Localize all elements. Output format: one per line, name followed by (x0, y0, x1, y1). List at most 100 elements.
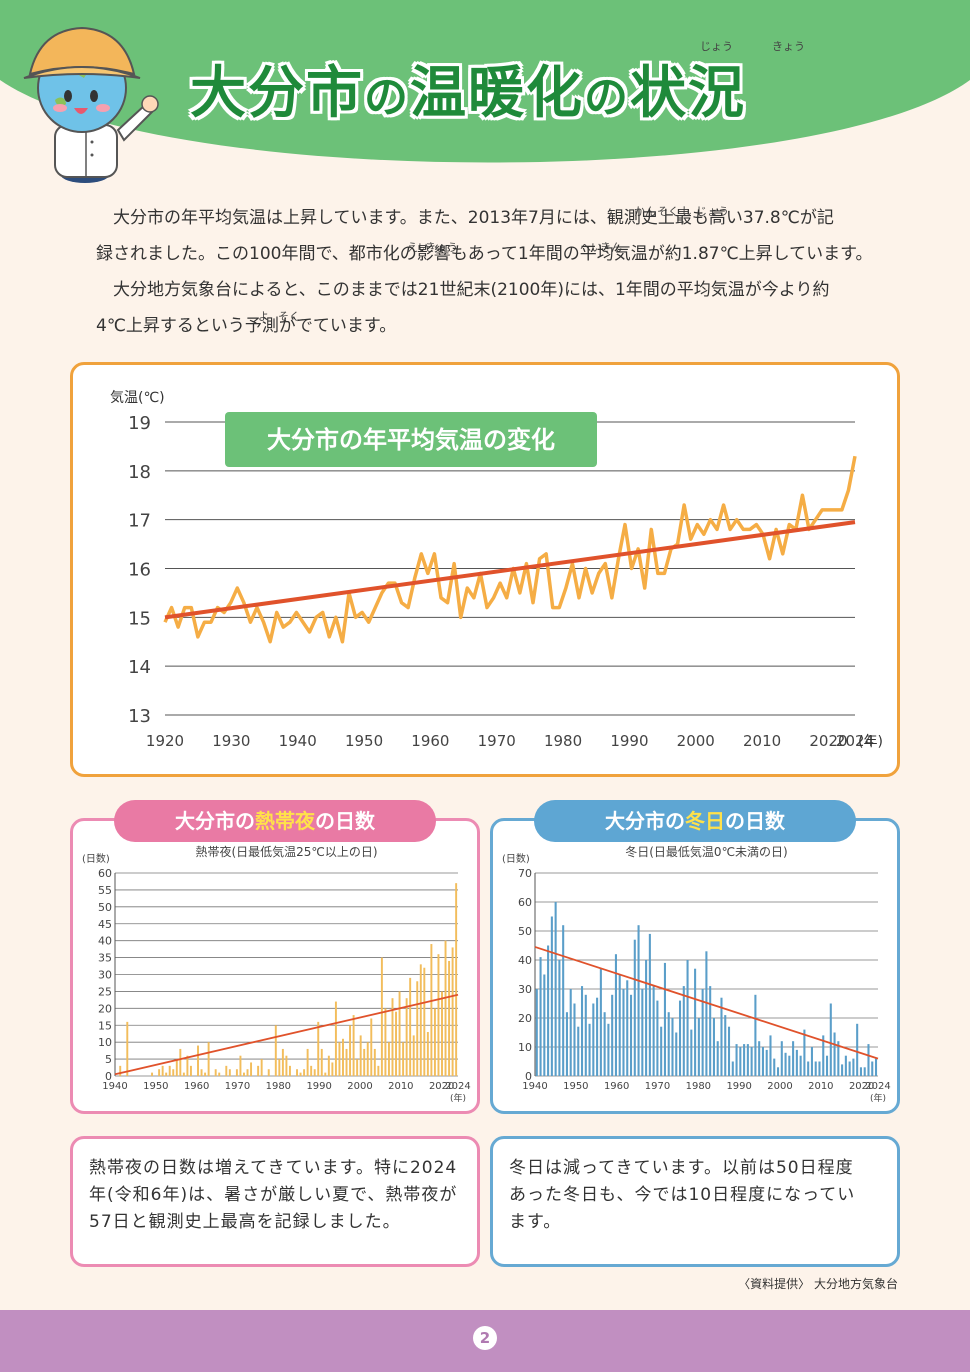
temp-x-tick-label: 1930 (212, 732, 250, 750)
pink-note-text: 熱帯夜の日数は増えてきています。特に2024 年(令和6年)は、暑さが厳しい夏で… (89, 1155, 457, 1236)
tropical-bar (380, 957, 383, 1076)
tropical-bar (288, 1065, 291, 1076)
winter-y-tick-label: 0 (525, 1070, 532, 1083)
winter-y-tick-label: 60 (518, 896, 532, 909)
temp-y-tick-label: 14 (128, 657, 151, 678)
pink-note-line-3: 57日と観測史上最高を記録しました。 (89, 1212, 401, 1232)
tropical-bar (218, 1072, 221, 1076)
tropical-bar (356, 1059, 359, 1076)
title-part-status: 状況 (630, 61, 746, 126)
tropical-bar (320, 1048, 323, 1076)
winter-bar (833, 1032, 836, 1076)
temp-y-tick-label: 15 (128, 608, 151, 629)
temp-x-tick-label: 1980 (544, 732, 582, 750)
tropical-bar (419, 964, 422, 1076)
winter-y-axis-label: (日数) (502, 852, 530, 865)
blue-note-line-2: あった冬日も、今では10日程度になってい (509, 1185, 856, 1205)
winter-bar (637, 925, 640, 1076)
temp-chart-title: 大分市の年平均気温の変化 (267, 426, 555, 454)
intro-line-1: 大分市の年平均気温は上昇しています。また、2013年7月には、観測史上最も高い3… (96, 200, 886, 236)
tropical-bar (274, 1025, 277, 1076)
tropical-bar (451, 947, 454, 1076)
tropical-bar (257, 1065, 260, 1076)
temp-x-tick-label: 1960 (411, 732, 449, 750)
tropical-bar (324, 1072, 327, 1076)
tropical-bar (299, 1072, 302, 1076)
winter-x-tick-label: 1960 (604, 1081, 629, 1092)
temp-y-tick-label: 17 (128, 511, 151, 532)
temp-y-axis-label: 気温(℃) (110, 390, 165, 406)
winter-bar (629, 994, 633, 1076)
winter-bar (852, 1058, 855, 1076)
tropical-bar (179, 1048, 182, 1076)
winter-y-tick-label: 50 (518, 925, 532, 938)
tropical-bar (250, 1062, 253, 1076)
winter-bar (795, 1049, 798, 1076)
blue-title-a: 大分市の (605, 809, 685, 833)
tropical-bar (334, 1001, 337, 1076)
data-source: 〈資料提供〉 大分地方気象台 (738, 1277, 898, 1291)
tropical-bar (398, 991, 401, 1076)
winter-bar (746, 1044, 749, 1076)
tropical-bar (126, 1021, 129, 1076)
tropical-bar (310, 1065, 313, 1076)
winter-y-tick-label: 10 (518, 1041, 532, 1054)
winter-bar (705, 951, 708, 1076)
title-part-warming: 温暖化 (410, 61, 584, 126)
ruby-kan: かん (634, 205, 656, 218)
winter-days-chart: 冬日(日最低気温0℃未満の日) (日数) 0 10 20 30 40 50 60 70 1940 19… (502, 844, 891, 1104)
winter-bar (743, 1044, 746, 1076)
winter-bar (573, 1003, 576, 1076)
tropical-x-tick-label: 2010 (388, 1081, 413, 1092)
mascot-illustration (23, 26, 159, 183)
pink-note-line-1: 熱帯夜の日数は増えてきています。特に2024 (89, 1158, 458, 1178)
tropical-bar (405, 998, 408, 1076)
title-ruby-jou: じょう (700, 40, 733, 53)
winter-bar (690, 1029, 693, 1076)
winter-x-tick-label: 1940 (522, 1081, 547, 1092)
blue-title-b: の日数 (725, 809, 785, 833)
tropical-bar (402, 1042, 405, 1076)
temp-x-tick-label: 1940 (279, 732, 317, 750)
winter-bar (761, 1047, 764, 1076)
pink-title-b: の日数 (315, 809, 375, 833)
tropical-bar (296, 1069, 298, 1076)
winter-bar (825, 1055, 829, 1076)
title-ruby-kyou: きょう (772, 40, 805, 53)
tropical-bar (175, 1059, 178, 1076)
winter-bar (841, 1064, 844, 1076)
tropical-y-tick-label: 10 (98, 1036, 112, 1049)
pink-title-a: 大分市の (175, 809, 255, 833)
title-particle-2: の (584, 72, 630, 123)
winter-days-title: 大分市の冬日の日数 (534, 800, 856, 842)
winter-bar (731, 1061, 734, 1076)
tropical-y-tick-label: 15 (98, 1019, 112, 1032)
winter-bar (788, 1055, 791, 1076)
tropical-bar (158, 1069, 161, 1076)
winter-bar (694, 968, 697, 1076)
winter-bar (652, 986, 655, 1076)
winter-x-tick-label: 2024 (865, 1081, 890, 1092)
ruby-soku2: そく (278, 310, 300, 323)
winter-bar (739, 1047, 742, 1076)
tropical-bar (349, 1025, 352, 1076)
tropical-bar (189, 1065, 192, 1076)
tropical-y-tick-label: 5 (105, 1053, 112, 1066)
tropical-y-tick-label: 60 (98, 867, 112, 880)
winter-bar (675, 1032, 678, 1076)
winter-x-tick-label: 2020 (849, 1081, 874, 1092)
intro-line-4: 4℃上昇するという予測がでています。 (96, 316, 397, 336)
winter-y-tick-label: 30 (518, 983, 532, 996)
tropical-bar (313, 1069, 316, 1076)
tropical-bar (228, 1069, 231, 1076)
winter-bar (607, 1023, 610, 1076)
winter-bar (626, 980, 629, 1076)
tropical-y-tick-label: 35 (98, 952, 112, 965)
tropical-bar (317, 1021, 320, 1076)
winter-x-tick-label: 1950 (563, 1081, 588, 1092)
temp-y-tick-label: 13 (128, 706, 151, 727)
tropical-bar (182, 1072, 185, 1076)
temp-x-tick-label: 2000 (677, 732, 715, 750)
blue-note-line-1: 冬日は減ってきています。以前は50日程度 (509, 1158, 854, 1178)
winter-bar (874, 1058, 878, 1076)
